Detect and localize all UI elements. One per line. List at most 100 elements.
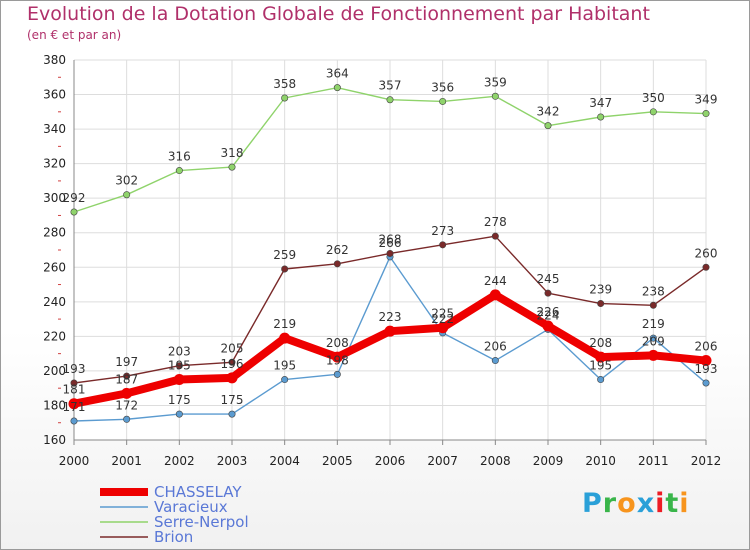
data-label: 195 bbox=[168, 359, 191, 373]
chart-subtitle: (en € et par an) bbox=[27, 28, 122, 42]
data-label: 206 bbox=[695, 340, 718, 354]
proxiti-logo: Proxiti bbox=[582, 488, 690, 519]
data-label: 196 bbox=[221, 357, 244, 371]
data-label: 226 bbox=[537, 305, 560, 319]
data-label: 318 bbox=[221, 146, 244, 160]
data-label: 187 bbox=[115, 372, 138, 386]
data-label: 357 bbox=[379, 79, 402, 93]
data-label: 197 bbox=[115, 355, 138, 369]
data-label: 342 bbox=[537, 105, 560, 119]
data-point bbox=[70, 417, 78, 425]
data-label: 195 bbox=[273, 359, 296, 373]
data-point bbox=[228, 358, 236, 366]
data-label: 175 bbox=[168, 393, 191, 407]
data-point bbox=[491, 232, 499, 240]
y-tick-label: 240 bbox=[43, 295, 66, 309]
data-label: 259 bbox=[273, 248, 296, 262]
y-tick-label: 260 bbox=[43, 260, 66, 274]
data-point bbox=[228, 163, 236, 171]
data-label: 206 bbox=[484, 340, 507, 354]
data-label: 266 bbox=[379, 236, 402, 250]
data-label: 223 bbox=[379, 310, 402, 324]
data-label: 238 bbox=[642, 284, 665, 298]
data-point bbox=[649, 301, 657, 309]
data-label: 208 bbox=[326, 336, 349, 350]
data-label: 260 bbox=[695, 246, 718, 260]
x-tick-label: 2010 bbox=[585, 454, 616, 468]
data-point bbox=[542, 320, 554, 332]
x-tick-label: 2003 bbox=[217, 454, 248, 468]
y-tick-label: 220 bbox=[43, 329, 66, 343]
data-label: 273 bbox=[431, 224, 454, 238]
data-point bbox=[597, 113, 605, 121]
data-point bbox=[281, 265, 289, 273]
data-point bbox=[702, 263, 710, 271]
data-label: 172 bbox=[115, 398, 138, 412]
data-point bbox=[702, 110, 710, 118]
y-tick-label: 320 bbox=[43, 157, 66, 171]
data-label: 219 bbox=[642, 317, 665, 331]
data-point bbox=[649, 108, 657, 116]
logo-letter: i bbox=[655, 488, 666, 519]
data-label: 225 bbox=[431, 307, 454, 321]
data-point bbox=[175, 362, 183, 370]
data-label: 244 bbox=[484, 274, 507, 288]
chart-title: Evolution de la Dotation Globale de Fonc… bbox=[27, 3, 650, 25]
data-point bbox=[175, 410, 183, 418]
legend-label: Serre-Nerpol bbox=[154, 513, 249, 531]
logo-letter: r bbox=[602, 488, 618, 519]
data-label: 278 bbox=[484, 215, 507, 229]
data-point bbox=[70, 208, 78, 216]
data-label: 193 bbox=[695, 362, 718, 376]
x-tick-label: 2000 bbox=[59, 454, 90, 468]
series-brion bbox=[70, 232, 710, 387]
x-tick-label: 2009 bbox=[533, 454, 564, 468]
data-label: 203 bbox=[168, 345, 191, 359]
logo-letter: P bbox=[582, 488, 603, 519]
data-point bbox=[597, 376, 605, 384]
data-label: 356 bbox=[431, 80, 454, 94]
data-point bbox=[386, 249, 394, 257]
data-point bbox=[700, 355, 712, 367]
y-tick-label: 360 bbox=[43, 88, 66, 102]
data-point bbox=[489, 289, 501, 301]
data-label: 350 bbox=[642, 91, 665, 105]
x-tick-label: 2007 bbox=[427, 454, 458, 468]
data-point bbox=[123, 372, 131, 380]
x-tick-label: 2011 bbox=[638, 454, 669, 468]
legend-label: Varacieux bbox=[154, 498, 228, 516]
data-point bbox=[228, 410, 236, 418]
data-point bbox=[647, 349, 659, 361]
data-point bbox=[281, 94, 289, 102]
data-label: 239 bbox=[589, 283, 612, 297]
data-point bbox=[226, 372, 238, 384]
x-tick-label: 2005 bbox=[322, 454, 353, 468]
data-point bbox=[437, 322, 449, 334]
series-chasselay bbox=[68, 289, 712, 410]
data-point bbox=[649, 334, 657, 342]
data-point bbox=[439, 97, 447, 105]
series-serre-nerpol bbox=[70, 84, 710, 216]
data-point bbox=[384, 325, 396, 337]
data-point bbox=[68, 398, 80, 410]
data-label: 193 bbox=[63, 362, 86, 376]
data-label: 349 bbox=[695, 93, 718, 107]
data-point bbox=[544, 122, 552, 130]
x-tick-label: 2012 bbox=[691, 454, 722, 468]
data-label: 316 bbox=[168, 150, 191, 164]
data-point bbox=[281, 376, 289, 384]
y-tick-label: 200 bbox=[43, 364, 66, 378]
data-point bbox=[70, 379, 78, 387]
x-tick-label: 2002 bbox=[164, 454, 195, 468]
data-point bbox=[595, 351, 607, 363]
data-label: 222 bbox=[431, 312, 454, 326]
data-point bbox=[439, 241, 447, 249]
data-label: 171 bbox=[63, 400, 86, 414]
data-label: 268 bbox=[379, 232, 402, 246]
data-label: 219 bbox=[273, 317, 296, 331]
data-point bbox=[386, 96, 394, 104]
data-point bbox=[333, 370, 341, 378]
y-tick-label: 300 bbox=[43, 191, 66, 205]
data-label: 224 bbox=[537, 308, 560, 322]
